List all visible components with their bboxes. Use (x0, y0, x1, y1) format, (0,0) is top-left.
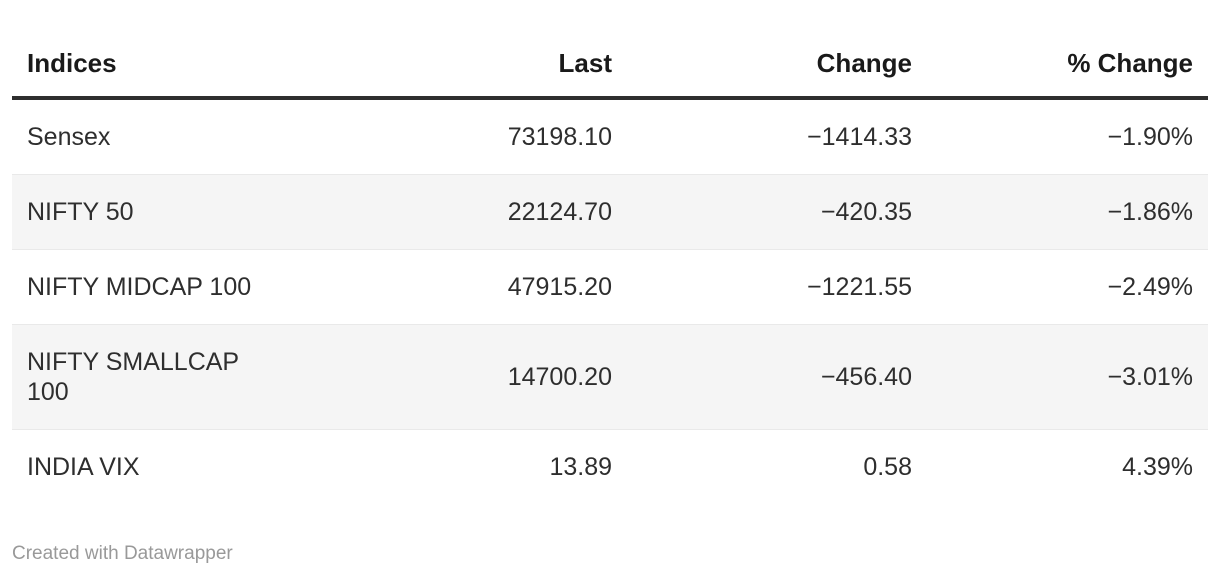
table-row: NIFTY SMALLCAP 100 14700.20 −456.40 −3.0… (12, 324, 1208, 430)
header-row: Indices Last Change % Change (12, 30, 1208, 100)
index-name-cell: Sensex (27, 123, 111, 151)
last-value-cell: 73198.10 (507, 123, 612, 151)
column-header-last: Last (297, 30, 627, 100)
table-row: Sensex 73198.10 −1414.33 −1.90% (12, 98, 1208, 175)
last-value-cell: 14700.20 (507, 363, 612, 391)
column-header-change: Change (627, 30, 927, 100)
indices-table: Indices Last Change % Change Sensex 7319… (12, 30, 1208, 504)
pct-change-value-cell: 4.39% (1122, 453, 1193, 481)
table-row: NIFTY 50 22124.70 −420.35 −1.86% (12, 174, 1208, 250)
change-value-cell: −1414.33 (807, 123, 912, 151)
table-header: Indices Last Change % Change (12, 30, 1208, 100)
pct-change-value-cell: −1.86% (1107, 198, 1194, 226)
pct-change-value-cell: −2.49% (1107, 273, 1194, 301)
index-name-cell: NIFTY SMALLCAP 100 (27, 348, 239, 406)
last-value-cell: 47915.20 (507, 273, 612, 301)
index-name-cell: NIFTY MIDCAP 100 (27, 273, 252, 301)
change-value-cell: −420.35 (820, 198, 912, 226)
change-value-cell: 0.58 (863, 453, 912, 481)
pct-change-value-cell: −3.01% (1107, 363, 1194, 391)
table-body: Sensex 73198.10 −1414.33 −1.90% NIFTY 50… (12, 98, 1208, 504)
datawrapper-attribution-link[interactable]: Created with Datawrapper (12, 543, 233, 564)
pct-change-value-cell: −1.90% (1107, 123, 1194, 151)
column-header-indices: Indices (12, 30, 297, 100)
change-value-cell: −456.40 (820, 363, 912, 391)
attribution-footer: Created with Datawrapper (12, 543, 1208, 565)
index-name-cell: INDIA VIX (27, 453, 140, 481)
last-value-cell: 22124.70 (507, 198, 612, 226)
table-row: NIFTY MIDCAP 100 47915.20 −1221.55 −2.49… (12, 250, 1208, 325)
change-value-cell: −1221.55 (807, 273, 912, 301)
last-value-cell: 13.89 (549, 453, 612, 481)
index-name-cell: NIFTY 50 (27, 198, 134, 226)
column-header-pct-change: % Change (927, 30, 1208, 100)
table-row: INDIA VIX 13.89 0.58 4.39% (12, 430, 1208, 505)
